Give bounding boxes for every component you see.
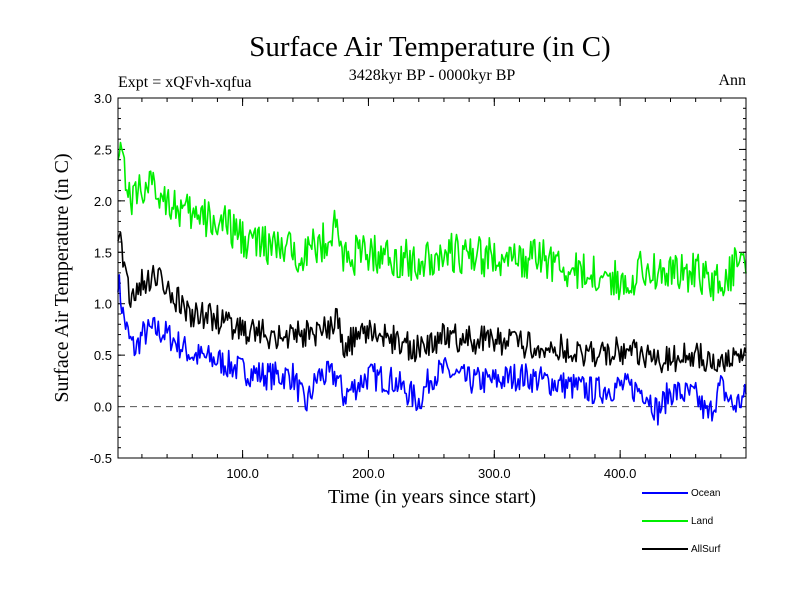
series-line-allsurf [117,231,747,374]
y-tick-label: 3.0 [94,91,112,106]
legend: Ocean Land AllSurf [642,488,721,555]
expt-label: Expt = xQFvh-xqfua [118,74,251,91]
plot-frame [117,97,747,459]
series-layer [117,141,747,426]
chart-subtitle: 3428kyr BP - 0000kyr BP [349,67,516,84]
legend-label-land: Land [691,516,713,527]
x-tick-label: 200.0 [352,466,385,481]
y-axis-label: Surface Air Temperature (in C) [51,153,73,402]
x-tick-label: 400.0 [604,466,637,481]
y-tick-label: 1.0 [94,297,112,312]
y-tick-label: 0.0 [94,400,112,415]
y-tick-label: -0.5 [90,451,112,466]
x-tick-label: 300.0 [478,466,511,481]
x-axis-label: Time (in years since start) [328,486,536,508]
y-tick-label: 0.5 [94,348,112,363]
y-tick-label: 2.0 [94,194,112,209]
series-line-ocean [117,274,747,426]
legend-label-allsurf: AllSurf [691,544,721,555]
season-label: Ann [718,72,746,89]
x-tick-label: 100.0 [226,466,259,481]
y-tick-label: 1.5 [94,245,112,260]
axes-layer: -0.5 0.0 0.5 1.0 1.5 2.0 2.5 3.0 100.0 200.0 300.0… [90,91,746,481]
y-tick-label: 2.5 [94,142,112,157]
series-line-land [117,141,747,302]
legend-label-ocean: Ocean [691,488,720,499]
chart-title: Surface Air Temperature (in C) [249,31,610,63]
